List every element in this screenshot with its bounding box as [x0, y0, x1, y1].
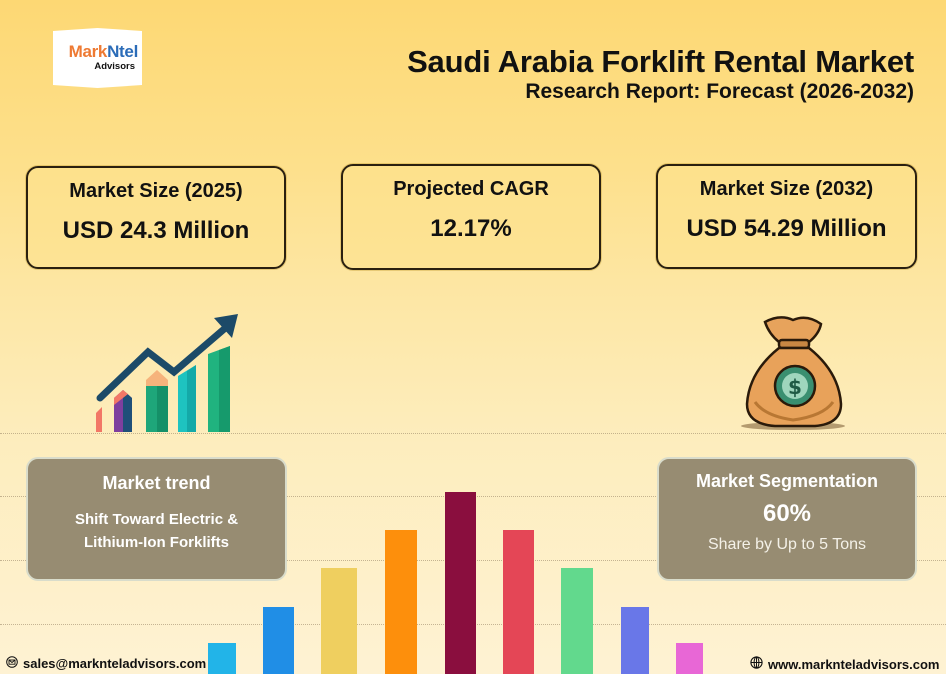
stat-card-cagr: Projected CAGR 12.17%: [341, 164, 601, 270]
svg-text:$: $: [788, 375, 802, 399]
stat-label: Market Size (2025): [69, 180, 243, 202]
money-bag-icon: $: [735, 312, 853, 432]
stat-label: Market Size (2032): [699, 178, 874, 200]
globe-icon: [750, 656, 763, 672]
stat-value: USD 54.29 Million: [686, 215, 887, 242]
website-link[interactable]: www.marknteladvisors.com: [768, 656, 940, 672]
market-trend-box: Market trend Shift Toward Electric & Lit…: [26, 457, 287, 581]
market-segmentation-box: Market Segmentation 60% Share by Up to 5…: [657, 457, 917, 581]
growth-chart-icon: [90, 310, 250, 432]
stat-label: Projected CAGR: [393, 178, 549, 200]
logo-wordmark: MarkNtel: [68, 42, 139, 61]
stat-value: USD 24.3 Million: [62, 217, 250, 244]
market-trend-title: Market trend: [102, 473, 211, 493]
segmentation-caption: Share by Up to 5 Tons: [707, 536, 867, 553]
decorative-bar-5: [445, 492, 476, 674]
footer-email[interactable]: sales@marknteladvisors.com: [6, 656, 206, 671]
decorative-bar-8: [621, 607, 649, 674]
mail-icon: [6, 656, 18, 671]
gridline: [0, 433, 946, 434]
decorative-bar-7: [561, 568, 593, 674]
page-subtitle: Research Report: Forecast (2026-2032): [525, 80, 914, 103]
email-link[interactable]: sales@marknteladvisors.com: [23, 656, 207, 671]
market-trend-text: Shift Toward Electric & Lithium-Ion Fork…: [74, 511, 239, 551]
segmentation-title: Market Segmentation: [695, 471, 879, 491]
footer-website[interactable]: www.marknteladvisors.com: [750, 656, 939, 672]
decorative-bar-6: [503, 530, 534, 674]
decorative-bar-9: [676, 643, 703, 674]
decorative-bar-2: [263, 607, 294, 674]
segmentation-value: 60%: [762, 500, 812, 527]
decorative-bar-3: [321, 568, 357, 674]
stat-value: 12.17%: [430, 215, 512, 242]
stat-card-market-size-2025: Market Size (2025) USD 24.3 Million: [26, 166, 286, 269]
decorative-bar-1: [208, 643, 236, 674]
logo-subtitle: Advisors: [94, 61, 135, 72]
decorative-bar-4: [385, 530, 417, 674]
page-title: Saudi Arabia Forklift Rental Market: [407, 44, 914, 79]
brand-logo: MarkNtel Advisors: [53, 28, 142, 88]
stat-card-market-size-2032: Market Size (2032) USD 54.29 Million: [656, 164, 917, 269]
